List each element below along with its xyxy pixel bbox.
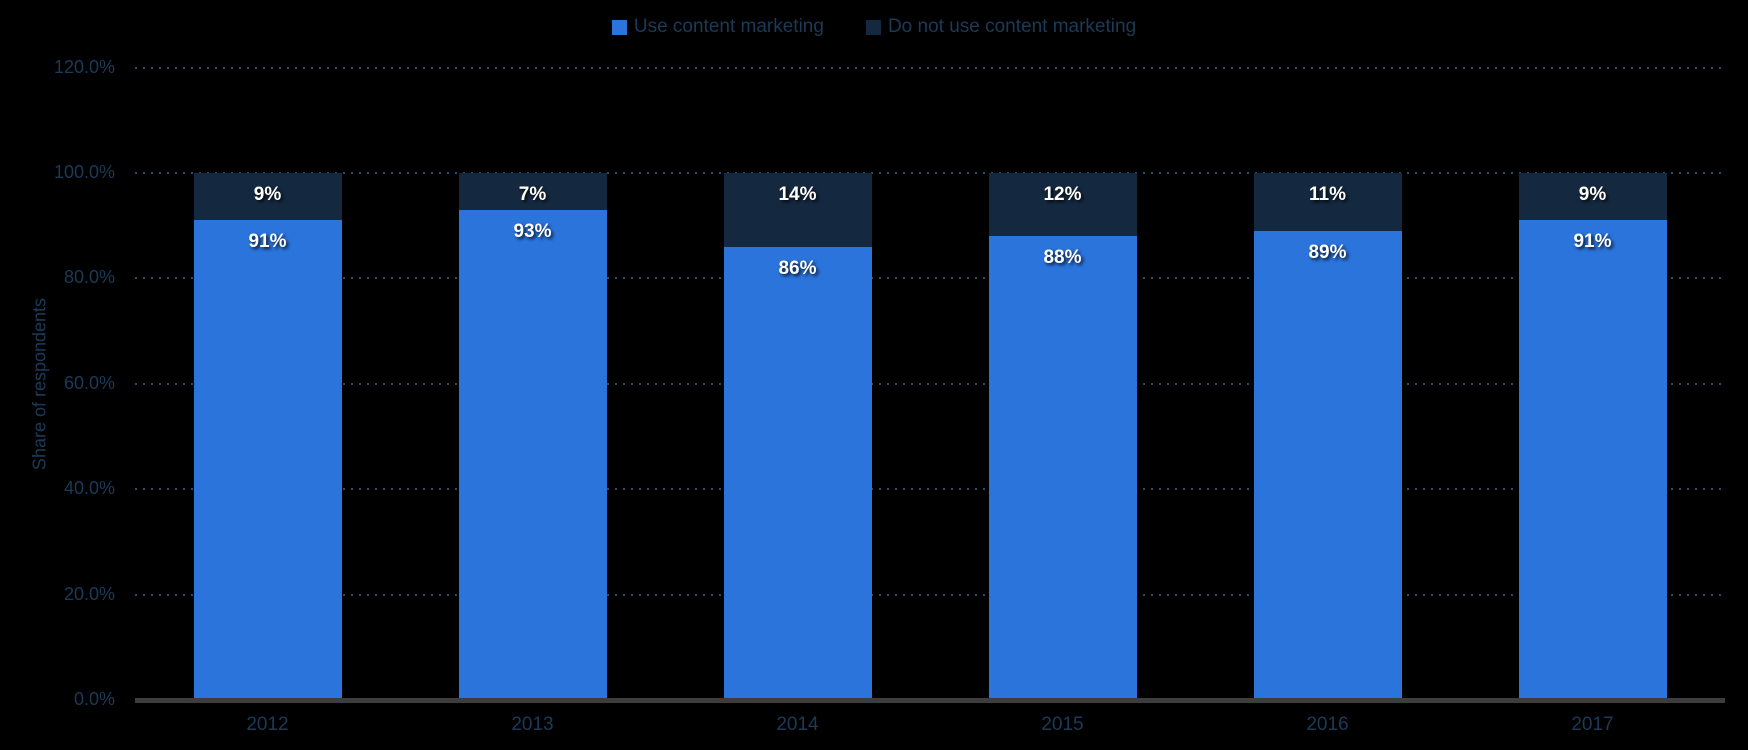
bar-2016-use-segment — [1253, 230, 1402, 700]
gridline-60.0% — [135, 382, 1725, 385]
legend-label-do-not-use: Do not use content marketing — [887, 16, 1137, 37]
legend-item-do-not-use-content-marketing: Do not use content marketing — [865, 16, 1137, 38]
bar-label-2013-do-not-use: 7% — [518, 184, 547, 205]
bar-label-2014-do-not-use: 14% — [778, 184, 817, 205]
gridline-40.0% — [135, 488, 1725, 491]
bar-label-2013-use: 93% — [513, 220, 552, 242]
gridline-100.0% — [135, 172, 1725, 174]
chart-legend: Use content marketing Do not use content… — [0, 16, 1748, 38]
legend-swatch-use-icon — [611, 19, 627, 35]
legend-label-use: Use content marketing — [633, 16, 824, 37]
x-tick-label-2015: 2015 — [1041, 714, 1084, 735]
bar-label-2012-do-not-use: 9% — [253, 184, 282, 205]
x-tick-label-2012: 2012 — [246, 714, 289, 735]
y-tick-label: 40.0% — [63, 478, 115, 499]
bar-label-2017-use: 91% — [1573, 231, 1612, 253]
x-tick-label-2014: 2014 — [776, 714, 819, 735]
x-axis-line — [135, 698, 1725, 703]
bar-label-2017-do-not-use: 9% — [1578, 184, 1607, 205]
y-tick-label: 60.0% — [63, 372, 115, 393]
bar-label-2014-use: 86% — [778, 257, 817, 279]
y-tick-label: 20.0% — [63, 583, 115, 604]
bar-2016-do-not-use-segment — [1253, 173, 1402, 231]
bar-2017-use-segment — [1518, 220, 1667, 700]
bar-label-2012-use: 91% — [248, 231, 287, 253]
bar-2015-do-not-use-segment — [988, 173, 1137, 237]
bar-2014-do-not-use-segment — [723, 173, 872, 247]
x-tick-label-2013: 2013 — [511, 714, 554, 735]
bar-2013-use-segment — [458, 209, 607, 700]
x-tick-label-2017: 2017 — [1571, 714, 1614, 735]
y-tick-label: 120.0% — [53, 56, 115, 77]
gridline-120.0% — [135, 66, 1725, 69]
y-tick-label: 80.0% — [63, 267, 115, 288]
legend-item-use-content-marketing: Use content marketing — [611, 16, 824, 38]
bar-label-2016-use: 89% — [1308, 241, 1347, 263]
gridline-20.0% — [135, 593, 1725, 596]
bar-2013-do-not-use-segment — [458, 173, 607, 210]
legend-swatch-do-not-use-icon — [865, 19, 881, 35]
bar-2012-use-segment — [193, 220, 342, 700]
bar-2017-do-not-use-segment — [1518, 173, 1667, 221]
gridline-80.0% — [135, 277, 1725, 280]
bar-label-2015-do-not-use: 12% — [1043, 184, 1082, 205]
bar-2014-use-segment — [723, 246, 872, 700]
y-tick-label: 0.0% — [73, 689, 115, 709]
bar-2015-use-segment — [988, 236, 1137, 700]
bar-2012-do-not-use-segment — [193, 173, 342, 221]
y-tick-label: 100.0% — [53, 162, 115, 182]
bar-label-2016-do-not-use: 11% — [1309, 184, 1346, 205]
bar-label-2015-use: 88% — [1043, 247, 1082, 269]
x-tick-label-2016: 2016 — [1306, 714, 1349, 735]
